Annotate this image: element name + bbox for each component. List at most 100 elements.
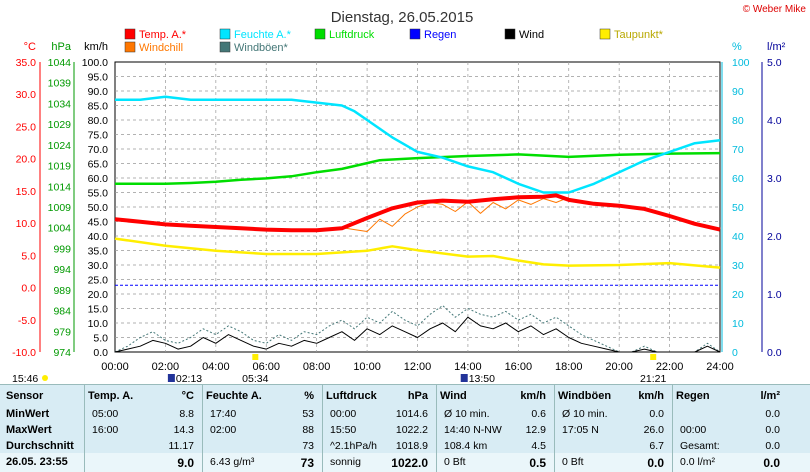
row-label: 26.05. 23:55 (6, 456, 68, 468)
stat-value: 0.6 (531, 408, 546, 420)
stat-value: 53 (302, 408, 314, 420)
stat-value: 1018.9 (395, 440, 428, 452)
stat-sublabel: 17:40 (210, 408, 237, 420)
temp-tick-label: 25.0 (16, 121, 37, 133)
stat-sublabel: 6.43 g/m³ (210, 456, 255, 468)
stat-sublabel: 05:00 (92, 408, 119, 420)
column-divider (322, 385, 323, 472)
column-unit: °C (181, 390, 194, 402)
dewpoint-line (114, 237, 721, 269)
x-tick-label: 22:00 (656, 361, 684, 373)
sunset-label: 21:21 (640, 373, 666, 384)
x-tick-label: 12:00 (404, 361, 432, 373)
moonset-marker (167, 374, 175, 382)
x-tick-label: 06:00 (252, 361, 280, 373)
humidity-tick-label: 30 (732, 260, 744, 272)
pressure-tick-label: 1034 (48, 98, 72, 110)
pressure-tick-label: 979 (53, 326, 71, 338)
wind-line (114, 316, 721, 353)
pressure-tick-label: 1004 (48, 223, 72, 235)
temp-unit-label: °C (24, 41, 36, 53)
column-unit: km/h (520, 390, 546, 402)
stat-value: 0.0 (765, 424, 780, 436)
stat-value: 1022.0 (391, 456, 428, 470)
x-tick-label: 18:00 (555, 361, 583, 373)
sunset-marker (650, 354, 657, 360)
legend-label: Regen (424, 29, 456, 41)
stat-value: 9.0 (177, 456, 194, 470)
stat-value: 0.5 (529, 456, 546, 470)
stat-value: 4.5 (531, 440, 546, 452)
pressure-tick-label: 984 (53, 306, 71, 318)
stat-value: 0.0 (647, 456, 664, 470)
x-tick-label: 08:00 (303, 361, 331, 373)
legend-label: Wind (519, 29, 544, 41)
column-unit: % (304, 390, 314, 402)
stat-sublabel: 0.0 l/m² (680, 456, 716, 468)
row-label: Sensor (6, 390, 44, 402)
column-divider (672, 385, 673, 472)
stat-sublabel: Ø 10 min. (444, 408, 490, 420)
stat-value: 0.0 (763, 456, 780, 470)
prev-moonset-label: 15:46 (12, 373, 38, 384)
sunrise-marker (252, 354, 259, 360)
rain-unit-label: l/m² (767, 41, 786, 53)
temperature-line (114, 193, 721, 233)
wind-tick-label: 70.0 (88, 144, 109, 156)
stat-sublabel: Ø 10 min. (562, 408, 608, 420)
x-tick-label: 00:00 (101, 361, 129, 373)
humidity-tick-label: 80 (732, 115, 744, 127)
pressure-tick-label: 1039 (48, 78, 72, 90)
column-title: Luftdruck (326, 390, 377, 402)
stat-sublabel: 02:00 (210, 424, 237, 436)
temp-tick-label: 5.0 (21, 250, 36, 262)
pressure-tick-label: 1014 (48, 181, 72, 193)
stat-sublabel: Gesamt: (680, 440, 720, 452)
column-divider (202, 385, 203, 472)
wind-tick-label: 75.0 (88, 130, 109, 142)
chart-legend: Temp. A.* Feuchte A.* Luftdruck Regen Wind Ta… (124, 28, 664, 54)
stat-value: 0.0 (765, 408, 780, 420)
temp-tick-label: 15.0 (16, 186, 37, 198)
column-unit: km/h (638, 390, 664, 402)
temp-tick-label: 10.0 (16, 218, 37, 230)
wind-tick-label: 40.0 (88, 231, 109, 243)
legend-label: Taupunkt* (614, 29, 664, 41)
wind-tick-label: 5.0 (93, 333, 108, 345)
pressure-tick-label: 974 (53, 347, 71, 359)
stat-sublabel: 00:00 (330, 408, 357, 420)
wind-tick-label: 35.0 (88, 246, 109, 258)
rain-tick-label: 4.0 (767, 115, 782, 127)
rain-tick-label: 5.0 (767, 57, 782, 69)
column-divider (84, 385, 85, 472)
moonset-label: 02:13 (176, 373, 202, 384)
pressure-tick-label: 999 (53, 243, 71, 255)
wind-tick-label: 90.0 (88, 86, 109, 98)
humidity-tick-label: 50 (732, 202, 744, 214)
rain-tick-label: 1.0 (767, 289, 782, 301)
x-tick-label: 02:00 (152, 361, 180, 373)
row-label: Durchschnitt (6, 440, 74, 452)
x-tick-label: 10:00 (353, 361, 381, 373)
humidity-tick-label: 0 (732, 347, 738, 359)
stat-sublabel: 17:05 N (562, 424, 599, 436)
moonrise-label: 13:50 (469, 373, 495, 384)
column-divider (554, 385, 555, 472)
legend-label: Windchill (139, 42, 183, 54)
pressure-line (115, 151, 721, 186)
legend-swatch (504, 28, 516, 40)
temp-tick-label: 30.0 (16, 89, 37, 101)
temp-tick-label: 20.0 (16, 154, 37, 166)
legend-label: Luftdruck (329, 29, 375, 41)
pressure-tick-label: 1029 (48, 119, 72, 131)
x-tick-label: 14:00 (454, 361, 482, 373)
wind-tick-label: 95.0 (88, 72, 109, 84)
column-title: Feuchte A. (206, 390, 262, 402)
column-unit: hPa (407, 390, 428, 402)
wind-tick-label: 50.0 (88, 202, 109, 214)
legend-swatch (409, 28, 421, 40)
copyright-label: © Weber Mike (742, 4, 806, 15)
x-tick-label: 20:00 (605, 361, 633, 373)
pressure-tick-label: 1024 (48, 140, 72, 152)
stat-value: 73 (302, 440, 314, 452)
